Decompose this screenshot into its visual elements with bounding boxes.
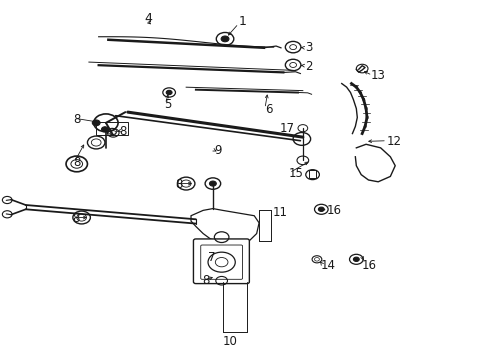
FancyBboxPatch shape (201, 245, 242, 279)
Text: 8: 8 (202, 274, 209, 287)
Bar (308, 170, 316, 178)
Circle shape (221, 36, 228, 42)
Text: 4: 4 (144, 12, 152, 25)
Circle shape (318, 207, 324, 211)
Text: 9: 9 (214, 144, 222, 157)
Text: 14: 14 (320, 258, 335, 271)
Text: 8: 8 (72, 212, 79, 225)
Text: 7: 7 (207, 251, 215, 264)
Circle shape (166, 90, 172, 95)
Bar (96, 122, 127, 135)
Text: 8: 8 (175, 178, 182, 191)
Text: 17: 17 (279, 122, 294, 135)
Text: 2: 2 (305, 60, 312, 73)
Text: 1: 1 (238, 14, 246, 27)
Text: 16: 16 (326, 204, 342, 217)
Circle shape (102, 127, 108, 132)
Text: 5: 5 (164, 99, 171, 112)
Text: 8: 8 (119, 125, 126, 138)
Text: 8: 8 (73, 156, 81, 169)
Text: 10: 10 (222, 335, 237, 348)
Circle shape (92, 120, 100, 126)
Text: 3: 3 (305, 41, 312, 54)
FancyBboxPatch shape (193, 239, 249, 284)
Text: 6: 6 (264, 103, 272, 116)
Text: 8: 8 (73, 113, 81, 126)
Text: 11: 11 (272, 206, 287, 219)
Circle shape (209, 181, 216, 186)
Text: 12: 12 (386, 135, 401, 148)
Circle shape (353, 257, 359, 261)
Text: 16: 16 (362, 258, 376, 271)
Text: 15: 15 (287, 167, 303, 180)
Text: 13: 13 (370, 69, 385, 82)
